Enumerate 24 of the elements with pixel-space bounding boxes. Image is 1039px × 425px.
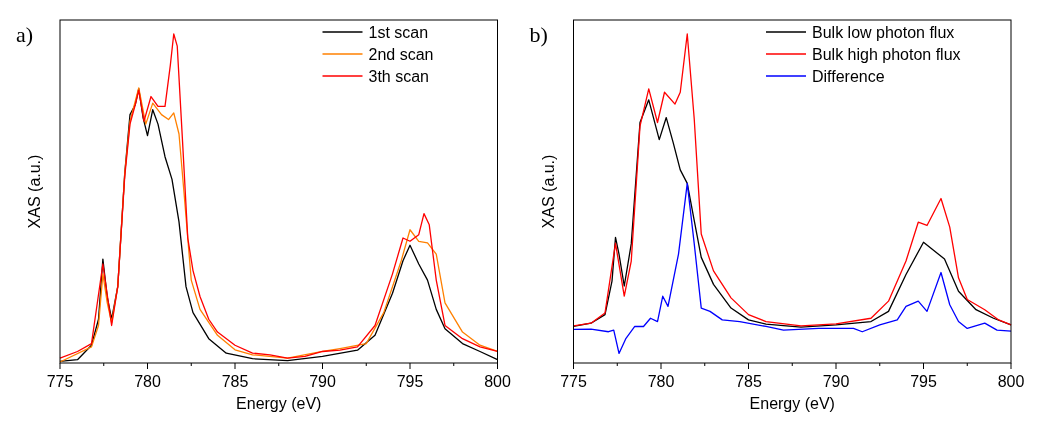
chart-title: a) bbox=[16, 22, 34, 47]
x-tick-label: 780 bbox=[647, 373, 675, 390]
x-tick-label: 775 bbox=[46, 373, 74, 390]
chart-title: b) bbox=[529, 22, 548, 47]
x-tick-label: 800 bbox=[484, 373, 511, 390]
legend-label: Bulk low photon flux bbox=[812, 24, 955, 41]
y-axis-title: XAS (a.u.) bbox=[539, 154, 557, 229]
x-tick-label: 785 bbox=[221, 373, 249, 390]
x-tick-label: 785 bbox=[735, 373, 762, 390]
y-axis-title: XAS (a.u.) bbox=[26, 154, 43, 229]
legend-label: Difference bbox=[812, 68, 885, 85]
x-tick-label: 775 bbox=[560, 373, 587, 390]
legend-label: 3th scan bbox=[368, 68, 429, 85]
x-tick-label: 780 bbox=[134, 373, 161, 390]
x-tick-label: 800 bbox=[997, 373, 1025, 390]
x-tick-label: 790 bbox=[822, 373, 850, 390]
x-axis-title: Energy (eV) bbox=[749, 395, 835, 412]
legend-label: 2nd scan bbox=[368, 46, 434, 63]
x-axis-title: Energy (eV) bbox=[236, 395, 322, 412]
x-tick-label: 795 bbox=[910, 373, 937, 390]
x-tick-label: 790 bbox=[309, 373, 336, 390]
legend-label: Bulk high photon flux bbox=[812, 46, 961, 63]
x-tick-label: 795 bbox=[396, 373, 424, 390]
legend-label: 1st scan bbox=[368, 24, 429, 41]
